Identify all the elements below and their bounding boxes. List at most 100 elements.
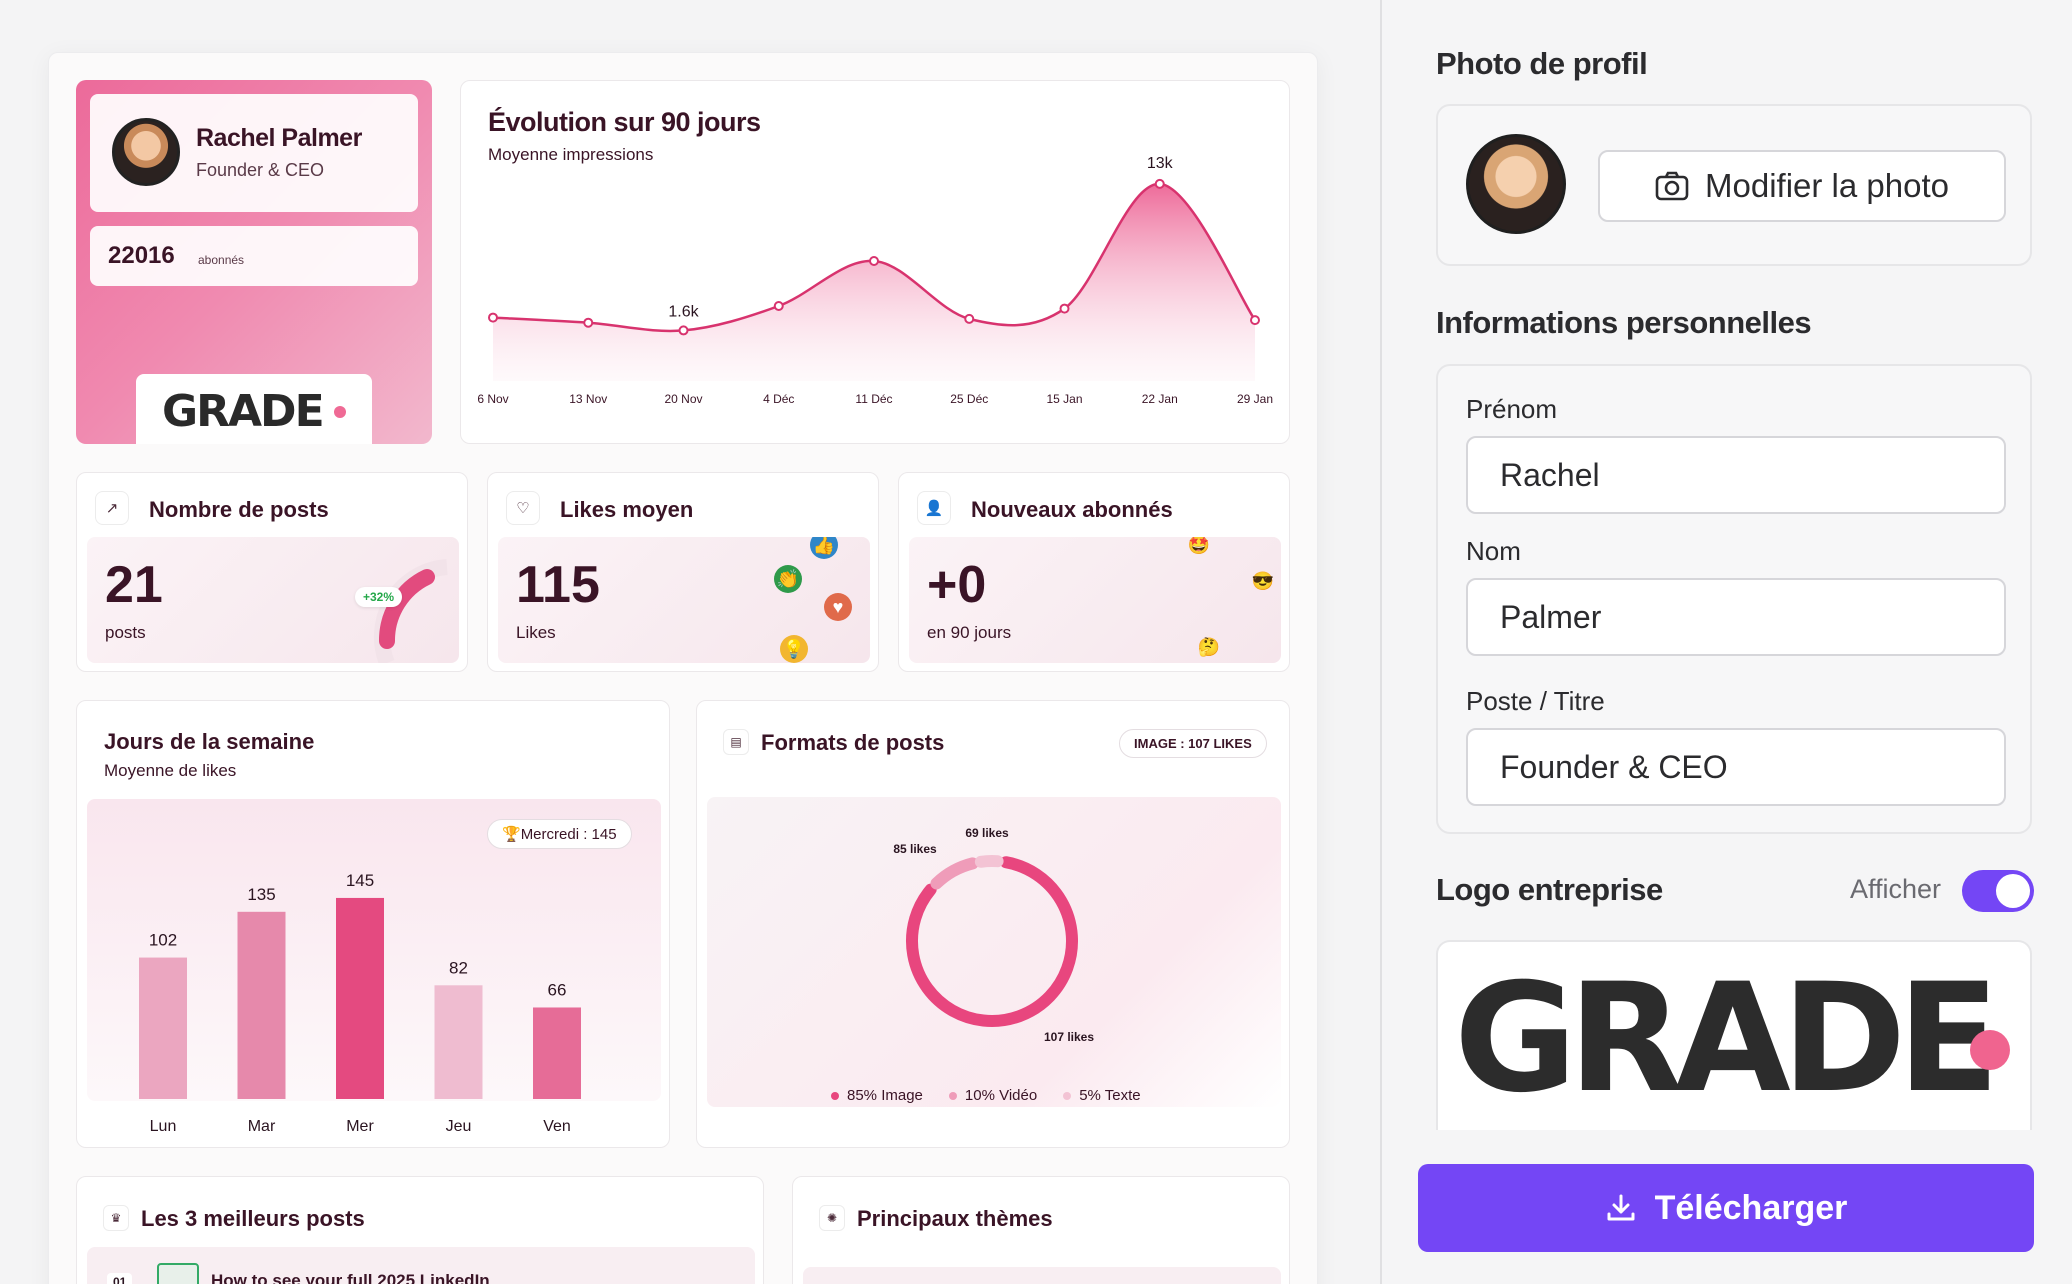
data-point	[773, 301, 784, 311]
bar-value-label: 66	[548, 980, 567, 999]
show-logo-toggle[interactable]	[1962, 870, 2034, 912]
evolution-card: Évolution sur 90 jours Moyenne impressio…	[460, 80, 1290, 444]
crown-icon: ♛	[103, 1205, 129, 1231]
love-reaction-icon: ♥	[824, 593, 852, 621]
x-tick-label: Lun	[150, 1118, 177, 1135]
first-name-label: Prénom	[1466, 394, 1558, 424]
growth-badge: +32%	[355, 587, 403, 607]
x-tick-label: 11 Déc	[855, 392, 892, 406]
logo-heading: Logo entreprise	[1436, 872, 1663, 907]
post-rank: 01	[107, 1273, 133, 1284]
bar-value-label: 102	[149, 931, 177, 950]
logo-preview[interactable]: GRADE	[1436, 940, 2032, 1130]
data-point	[1250, 315, 1260, 326]
post-thumbnail	[157, 1263, 199, 1284]
themes-card: ✺ Principaux thèmes	[792, 1176, 1290, 1284]
data-point	[1154, 178, 1165, 189]
profile-name: Rachel Palmer	[196, 124, 362, 152]
avatar	[112, 118, 180, 186]
slice-label: 69 likes	[965, 826, 1009, 840]
x-tick-label: 15 Jan	[1046, 392, 1082, 406]
kpi-unit: Likes	[516, 623, 556, 642]
slice-label: 107 likes	[1044, 1030, 1094, 1044]
last-name-field[interactable]	[1466, 578, 2006, 656]
x-tick-label: 29 Jan	[1237, 392, 1273, 406]
list-item	[803, 1267, 1281, 1284]
kpi-body: 115 Likes 👍 👏 ♥ 💡	[498, 537, 870, 663]
kpi-body: 21 posts +32%	[87, 537, 459, 663]
settings-panel: Photo de profil Modifier la photo Inform…	[1380, 0, 2072, 1284]
first-name-field[interactable]	[1466, 436, 2006, 514]
evolution-max-label: 13k	[1147, 155, 1174, 172]
x-tick-label: 20 Nov	[664, 392, 702, 406]
bar-value-label: 82	[449, 958, 468, 977]
kpi-unit: en 90 jours	[927, 623, 1012, 642]
change-photo-button[interactable]: Modifier la photo	[1598, 150, 2006, 222]
formats-legend: 85% Image 10% Vidéo 5% Texte	[831, 1087, 1141, 1104]
logo-wordmark: GRADE	[1454, 952, 2000, 1126]
bar	[237, 911, 286, 1099]
logo-dot	[334, 406, 346, 418]
data-point	[869, 256, 879, 266]
evolution-line	[492, 182, 1257, 333]
kpi-posts: ↗ Nombre de posts 21 posts +32%	[76, 472, 468, 672]
weekday-subtitle: Moyenne de likes	[104, 761, 237, 780]
x-tick-label: 13 Nov	[569, 392, 607, 406]
gauge-arc	[373, 559, 448, 663]
download-icon	[1607, 1194, 1635, 1221]
avatar	[1466, 134, 1566, 234]
company-logo: GRADE	[136, 374, 372, 444]
kpi-body: +0 en 90 jours 🤩 😎 🤔	[909, 537, 1281, 663]
title-field[interactable]	[1466, 728, 2006, 806]
profile-role: Founder & CEO	[196, 160, 325, 180]
insight-reaction-icon: 💡	[780, 635, 808, 663]
download-label: Télécharger	[1654, 1188, 1848, 1227]
weekday-title: Jours de la semaine	[104, 729, 315, 754]
thinking-emoji-icon: 🤔	[1197, 636, 1221, 657]
kpi-followers: 👤 Nouveaux abonnés +0 en 90 jours 🤩 😎 🤔	[898, 472, 1290, 672]
donut-slice	[906, 856, 1078, 1027]
bar-value-label: 145	[346, 871, 374, 890]
photo-section: Modifier la photo	[1436, 104, 2032, 266]
last-name-label: Nom	[1466, 536, 1521, 566]
x-tick-label: 25 Déc	[950, 392, 988, 406]
logo-wordmark: GRADE	[162, 386, 325, 437]
post-title: How to see your full 2025 LinkedIn	[211, 1271, 490, 1284]
data-point	[678, 325, 689, 336]
x-tick-label: Mer	[346, 1118, 374, 1135]
evolution-title: Évolution sur 90 jours	[488, 107, 761, 137]
donut-slice	[974, 855, 1004, 868]
kpi-title: Likes moyen	[560, 497, 694, 522]
starstruck-emoji-icon: 🤩	[1187, 537, 1211, 555]
best-posts-title: Les 3 meilleurs posts	[141, 1206, 365, 1231]
best-posts-card: ♛ Les 3 meilleurs posts 01 How to see yo…	[76, 1176, 764, 1284]
donut-slice	[930, 857, 979, 890]
download-button[interactable]: Télécharger	[1418, 1164, 2034, 1252]
kpi-title: Nombre de posts	[149, 497, 329, 522]
toggle-knob	[1996, 874, 2030, 908]
data-point	[964, 313, 975, 324]
bar	[434, 985, 483, 1099]
like-reaction-icon: 👍	[810, 537, 838, 559]
kpi-title: Nouveaux abonnés	[971, 497, 1173, 522]
logo-dot	[1970, 1030, 2010, 1070]
heart-icon: ♡	[506, 491, 540, 525]
x-tick-label: Mar	[248, 1118, 276, 1135]
weekday-bar-chart: 102 Lun 135 Mar 145 Mer 82 Jeu 66 Ven	[139, 871, 581, 1135]
kpi-value: 115	[516, 556, 600, 614]
formats-title: Formats de posts	[761, 730, 945, 755]
data-point	[488, 312, 498, 323]
x-tick-label: 6 Nov	[477, 392, 508, 406]
weekday-card: Jours de la semaine Moyenne de likes 🏆Me…	[76, 700, 670, 1148]
formats-plot-area	[707, 797, 1281, 1107]
profile-card: Rachel Palmer Founder & CEO 22016 abonné…	[76, 80, 432, 444]
slice-label: 85 likes	[893, 842, 937, 856]
legend-item-text: 5% Texte	[1063, 1087, 1141, 1104]
evolution-area	[493, 183, 1255, 381]
title-label: Poste / Titre	[1466, 686, 1605, 716]
legend-item-image: 85% Image	[831, 1087, 923, 1104]
sunglasses-emoji-icon: 😎	[1251, 570, 1275, 591]
evolution-subtitle: Moyenne impressions	[488, 145, 654, 164]
theme-icon: ✺	[819, 1205, 845, 1231]
followers-count: 22016	[108, 242, 175, 269]
